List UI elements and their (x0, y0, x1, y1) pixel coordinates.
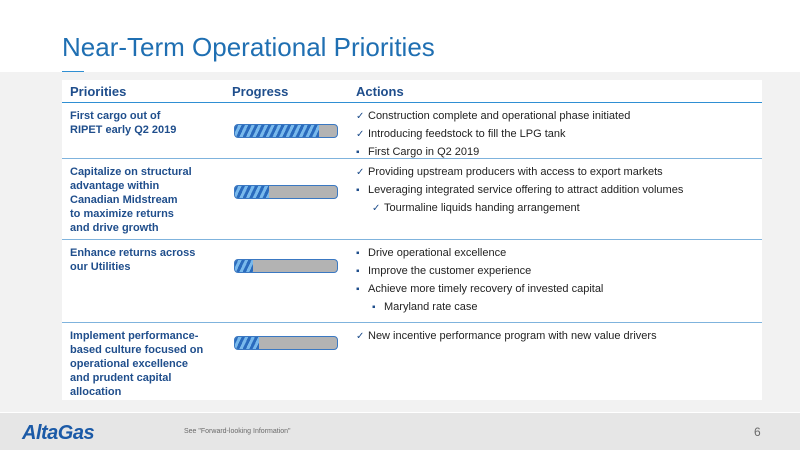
progress-fill (235, 260, 254, 272)
action-text: Leveraging integrated service offering t… (368, 184, 684, 196)
square-bullet-icon: ▪ (356, 248, 360, 259)
progress-bar (234, 185, 338, 199)
action-text: Improve the customer experience (368, 265, 532, 277)
action-item: ✓ Construction complete and operational p… (356, 107, 756, 125)
action-text: Drive operational excellence (368, 247, 507, 259)
page-title: Near-Term Operational Priorities (62, 32, 435, 62)
progress-fill (235, 186, 269, 198)
priority-text: Capitalize on structural advantage within… (70, 166, 192, 234)
header-progress: Progress (232, 84, 289, 99)
header-divider (62, 102, 762, 103)
progress-bar (234, 124, 338, 138)
action-text: First Cargo in Q2 2019 (368, 146, 480, 158)
table-row: Enhance returns across our Utilities ▪ Dri… (62, 240, 762, 322)
progress-bar (234, 336, 338, 350)
action-item: ▪ Achieve more timely recovery of investe… (356, 280, 756, 298)
priorities-table: Priorities Progress Actions First cargo … (62, 80, 762, 400)
action-item: ▪ First Cargo in Q2 2019 (356, 143, 756, 161)
action-text: Introducing feedstock to fill the LPG ta… (368, 128, 566, 140)
action-list: ▪ Drive operational excellence ▪ Improve th… (356, 244, 756, 316)
row-divider (62, 158, 762, 159)
action-item: ✓ Providing upstream producers with acces… (356, 163, 756, 181)
table-row: Capitalize on structural advantage within… (62, 159, 762, 239)
action-text: Maryland rate case (384, 301, 478, 313)
square-bullet-icon: ▪ (356, 266, 360, 277)
table-row: Implement performance-based culture focu… (62, 323, 762, 400)
action-item: ✓ Tourmaline liquids handing arrangement (356, 199, 756, 217)
row-divider (62, 239, 762, 240)
footer-bar (0, 413, 800, 450)
row-divider (62, 322, 762, 323)
action-item: ▪ Drive operational excellence (356, 244, 756, 262)
page-number: 6 (754, 425, 761, 439)
checkmark-icon: ✓ (356, 129, 365, 140)
action-text: New incentive performance program with n… (368, 330, 657, 342)
action-list: ✓ Construction complete and operational p… (356, 107, 756, 161)
action-list: ✓ New incentive performance program with … (356, 327, 756, 345)
header-priorities: Priorities (70, 84, 127, 99)
progress-bar (234, 259, 338, 273)
forward-looking-link: See "Forward-looking Information" (184, 428, 291, 435)
header-actions: Actions (356, 84, 404, 99)
table-row: First cargo out of RIPET early Q2 2019 ✓ C… (62, 103, 762, 158)
priority-text: Implement performance-based culture focu… (70, 330, 204, 398)
action-list: ✓ Providing upstream producers with acces… (356, 163, 756, 217)
progress-fill (235, 337, 260, 349)
square-bullet-icon: ▪ (356, 147, 360, 158)
priority-text: Enhance returns across our Utilities (70, 247, 196, 273)
action-text: Achieve more timely recovery of invested… (368, 283, 604, 295)
square-bullet-icon: ▪ (356, 284, 360, 295)
square-bullet-icon: ▪ (356, 185, 360, 196)
action-text: Tourmaline liquids handing arrangement (384, 202, 580, 214)
action-text: Construction complete and operational ph… (368, 110, 631, 122)
action-item: ▪ Leveraging integrated service offering … (356, 181, 756, 199)
action-item: ✓ Introducing feedstock to fill the LPG t… (356, 125, 756, 143)
checkmark-icon: ✓ (356, 111, 365, 122)
priority-text: First cargo out of RIPET early Q2 2019 (70, 110, 177, 136)
action-text: Providing upstream producers with access… (368, 166, 663, 178)
square-bullet-icon: ▪ (372, 302, 376, 313)
action-item: ✓ New incentive performance program with … (356, 327, 756, 345)
progress-fill (235, 125, 319, 137)
checkmark-icon: ✓ (372, 203, 381, 214)
action-item: ▪ Improve the customer experience (356, 262, 756, 280)
checkmark-icon: ✓ (356, 331, 365, 342)
checkmark-icon: ✓ (356, 167, 365, 178)
action-item: ▪ Maryland rate case (356, 298, 756, 316)
altagas-logo: AltaGas (22, 422, 95, 444)
